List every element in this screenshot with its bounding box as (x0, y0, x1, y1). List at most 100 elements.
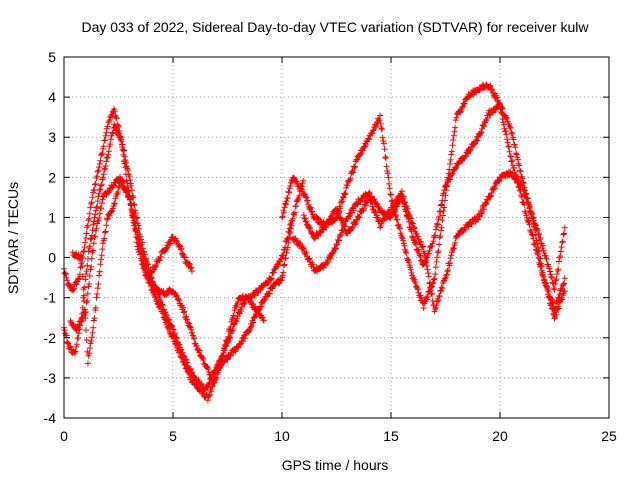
data-point (361, 143, 368, 150)
data-point (436, 293, 443, 300)
data-point (84, 262, 91, 269)
data-point (426, 280, 433, 287)
data-point (377, 120, 384, 127)
data-point (88, 334, 95, 341)
data-point (495, 97, 502, 104)
data-point (90, 324, 97, 331)
data-point (280, 262, 287, 269)
data-point (81, 298, 88, 305)
data-point (475, 216, 482, 223)
data-point (377, 224, 384, 231)
data-point (452, 124, 459, 131)
data-point (368, 199, 375, 206)
data-point (432, 226, 439, 233)
data-point (447, 156, 454, 163)
data-point (97, 186, 104, 193)
data-point (537, 234, 544, 241)
data-point (83, 230, 90, 237)
data-point (148, 275, 155, 282)
data-point (362, 142, 369, 149)
data-point (106, 117, 113, 124)
data-point (113, 115, 120, 122)
data-point (306, 256, 313, 263)
data-point (89, 194, 96, 201)
data-point (78, 317, 85, 324)
data-point (219, 353, 226, 360)
data-point (376, 117, 383, 124)
data-point (157, 253, 164, 260)
data-point (111, 200, 118, 207)
data-point (382, 155, 389, 162)
data-point (489, 86, 496, 93)
data-point (221, 347, 228, 354)
data-point (188, 264, 195, 271)
data-point (457, 109, 464, 116)
data-point (103, 129, 110, 136)
data-point (403, 250, 410, 257)
data-point (159, 302, 166, 309)
data-point (300, 177, 307, 184)
data-point (443, 182, 450, 189)
data-point (337, 199, 344, 206)
data-point (528, 228, 535, 235)
data-point (555, 258, 562, 265)
data-point (378, 220, 385, 227)
data-point (334, 211, 341, 218)
data-point (304, 197, 311, 204)
data-point (522, 210, 529, 217)
data-point (83, 327, 90, 334)
data-point (360, 207, 367, 214)
data-point (336, 209, 343, 216)
data-point (488, 190, 495, 197)
data-point (301, 214, 308, 221)
data-point (510, 136, 517, 143)
data-point (103, 222, 110, 229)
data-point (170, 326, 176, 333)
data-point (100, 174, 107, 181)
data-point (432, 264, 439, 271)
data-point (534, 243, 541, 250)
data-point (525, 218, 532, 225)
data-point (377, 112, 384, 119)
data-point (389, 206, 396, 213)
data-point (82, 276, 89, 283)
data-point (101, 229, 108, 236)
data-point (434, 254, 441, 261)
data-point (392, 202, 399, 209)
data-point (282, 255, 289, 262)
data-point (417, 254, 424, 261)
data-point (239, 338, 246, 345)
data-point (151, 263, 158, 270)
data-point (94, 198, 101, 205)
data-point (257, 304, 264, 311)
data-point (233, 318, 240, 325)
data-point (380, 140, 387, 147)
data-point (412, 239, 419, 246)
data-point (425, 273, 432, 280)
data-point (67, 317, 74, 324)
data-point (504, 139, 511, 146)
data-point (335, 210, 342, 217)
data-point (92, 227, 99, 234)
data-point (339, 219, 346, 226)
data-point (174, 292, 181, 299)
data-point (83, 268, 90, 275)
data-point (489, 109, 496, 116)
data-point (100, 240, 107, 247)
data-point (234, 299, 241, 306)
data-point (101, 137, 108, 144)
data-point (133, 239, 140, 246)
data-point (561, 280, 568, 287)
data-point (541, 279, 548, 286)
data-point (441, 275, 448, 282)
data-point (433, 302, 440, 309)
data-point (366, 189, 373, 196)
data-point (90, 240, 97, 247)
data-point (196, 347, 203, 354)
data-point (394, 216, 401, 223)
data-point (517, 168, 524, 175)
data-point (107, 141, 114, 148)
data-point (525, 201, 532, 208)
data-point (513, 151, 520, 158)
data-point (347, 175, 354, 182)
